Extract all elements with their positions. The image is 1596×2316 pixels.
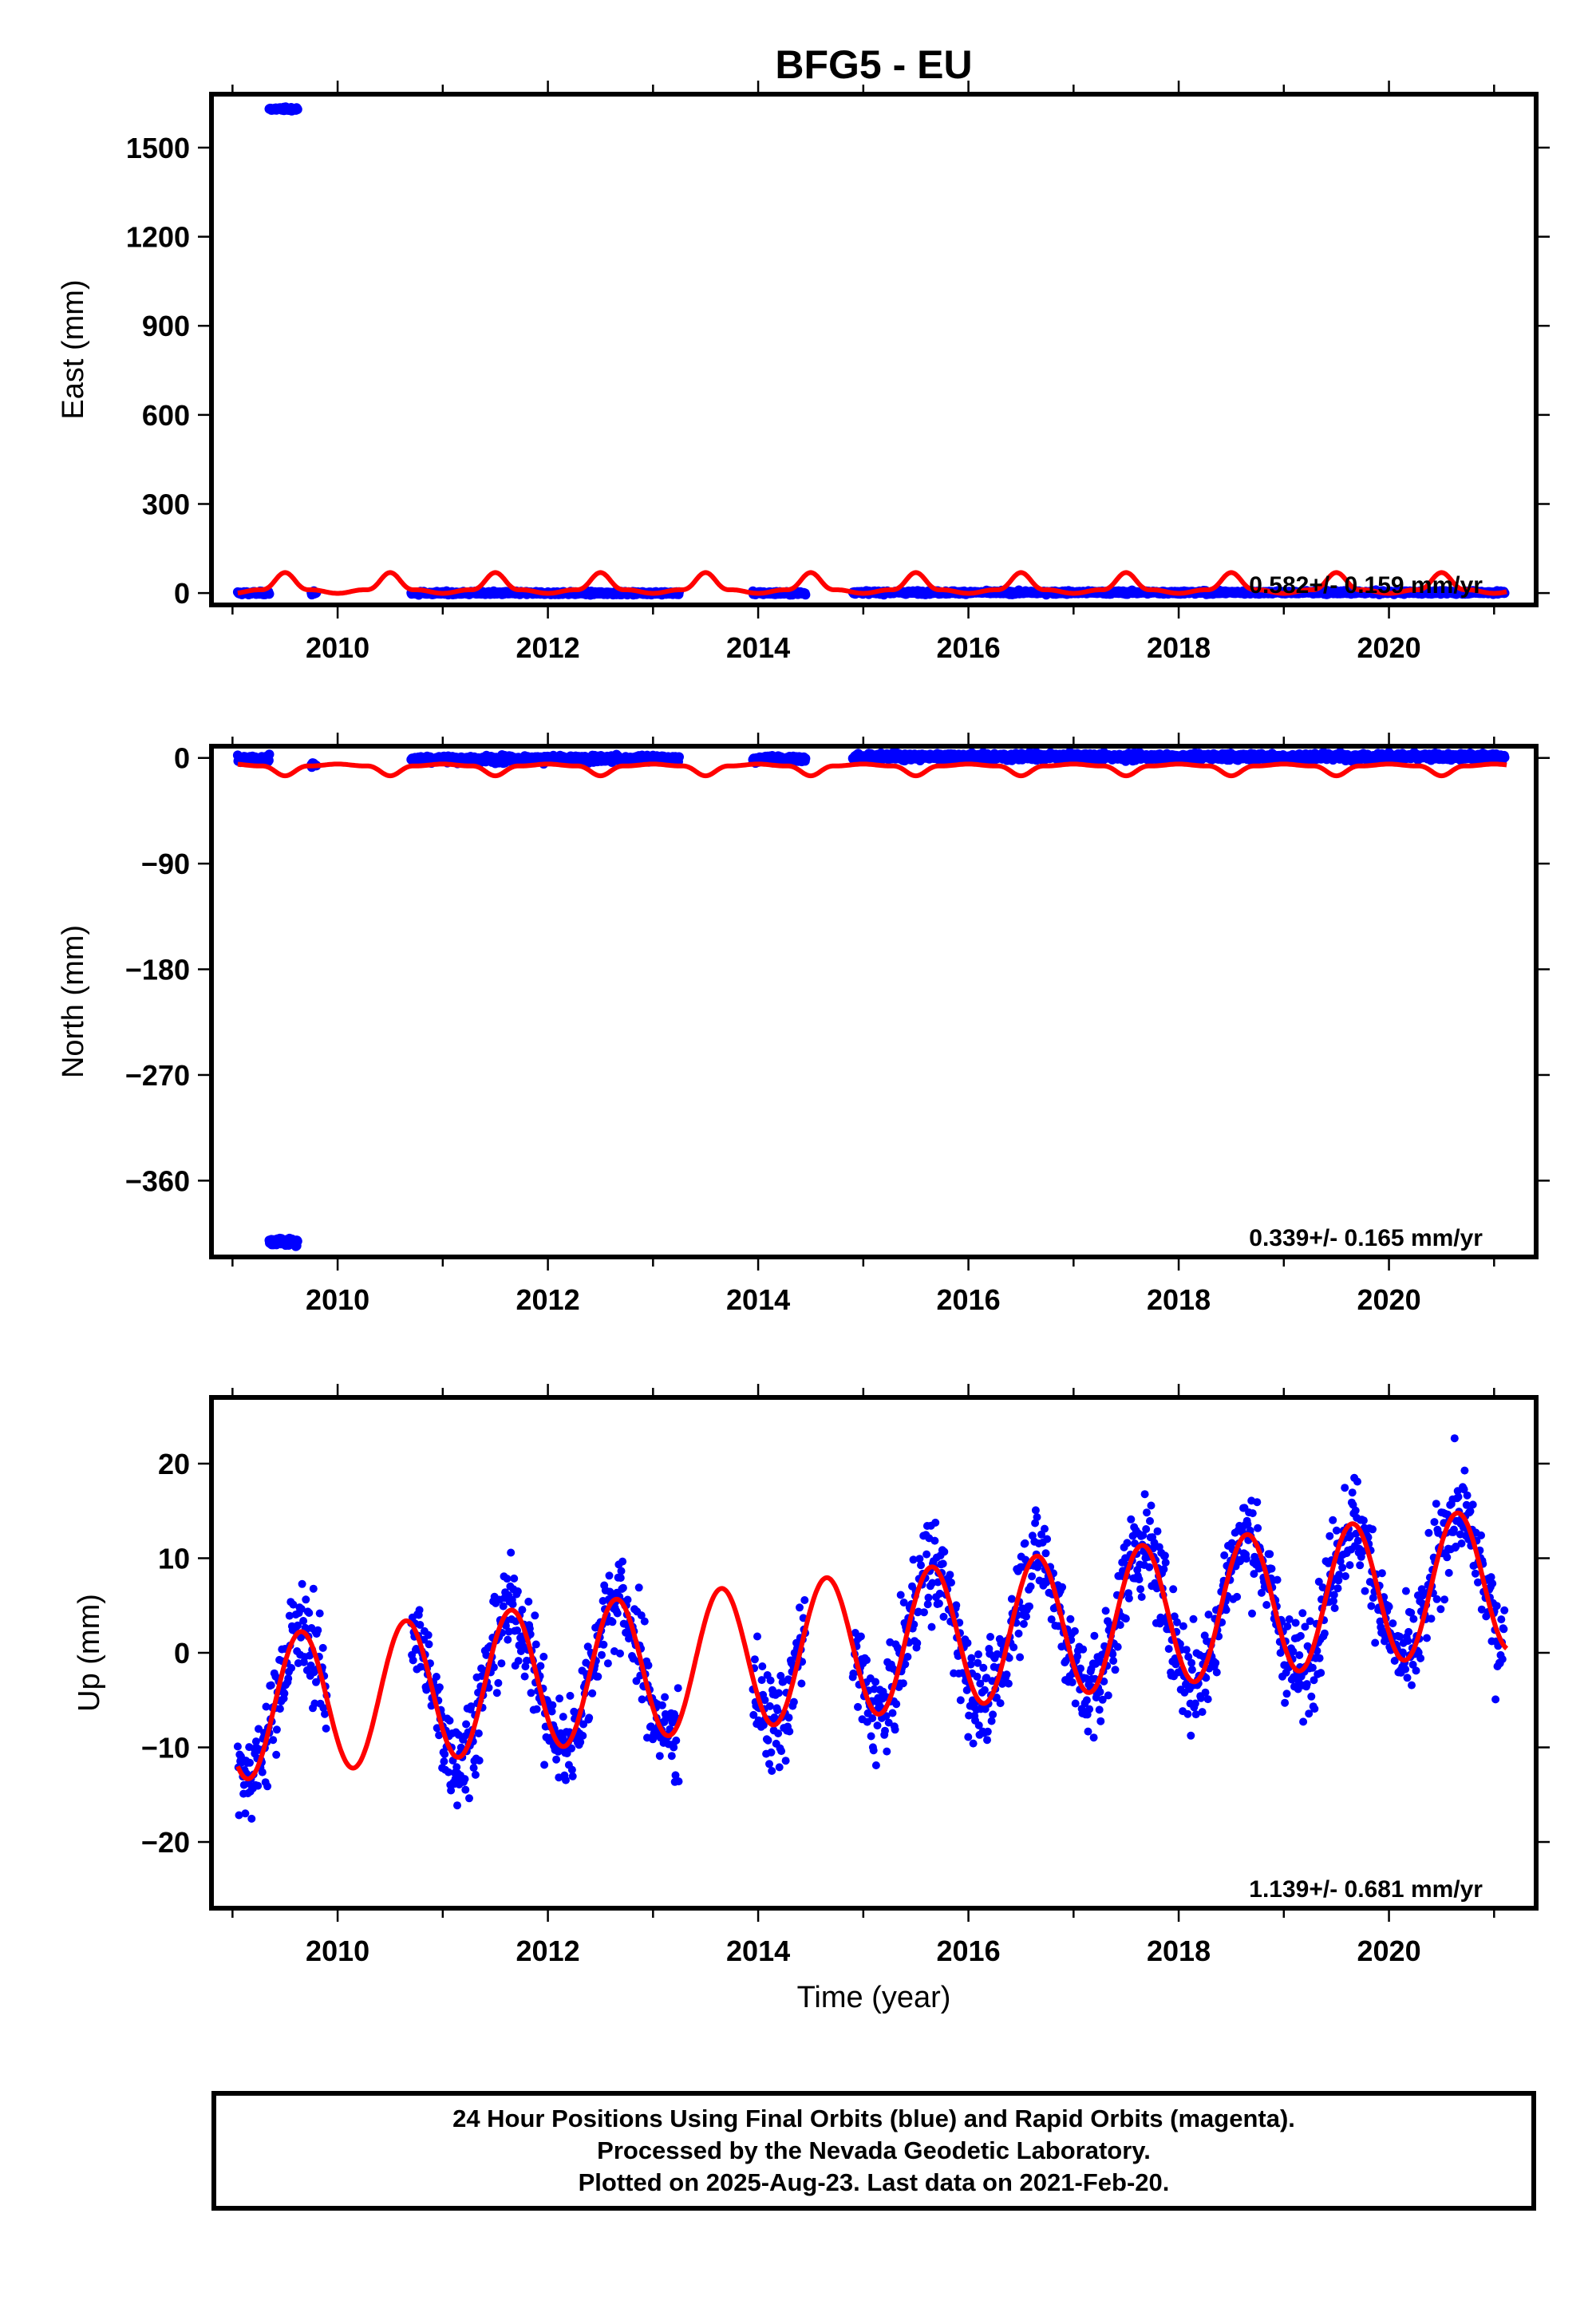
north-data-point: [264, 749, 275, 760]
north-data-point: [292, 1236, 302, 1247]
east-rate-label: 0.582+/- 0.159 mm/yr: [1249, 572, 1483, 599]
east-xtick-label: 2010: [306, 631, 369, 664]
east-xtick-label: 2016: [937, 631, 1001, 664]
north-data-point: [800, 753, 811, 764]
east-data-layer: [232, 102, 1510, 600]
east-ytick-label: 1500: [126, 132, 190, 164]
east-ytick-label: 300: [142, 488, 190, 520]
east-data-point: [292, 105, 302, 114]
north-data-layer: [232, 747, 1510, 1251]
east-ytick-label: 600: [142, 399, 190, 432]
east-ytick-label: 900: [142, 310, 190, 342]
east-frame: [209, 92, 1539, 607]
north-data-point: [674, 752, 684, 762]
east-data-point: [264, 589, 275, 599]
north-panel: 2010 2012 2014 2016 2018 20200−90−180−270−360…: [57, 733, 1550, 1316]
east-ylabel: East (mm): [57, 279, 90, 419]
east-xtick-label: 2020: [1357, 631, 1421, 664]
east-xtick-label: 2018: [1147, 631, 1211, 664]
chart-title: BFG5 - EU: [775, 42, 972, 87]
east-xtick-label: 2012: [516, 631, 580, 664]
east-panel: 2010 2012 2014 2016 2018 2020 0 300 600 900 1200 15…: [57, 81, 1550, 664]
east-data-point: [800, 590, 811, 600]
east-ytick-label: 1200: [126, 221, 190, 254]
east-ytick-label: 0: [174, 577, 190, 610]
east-xtick-label: 2014: [726, 631, 790, 664]
